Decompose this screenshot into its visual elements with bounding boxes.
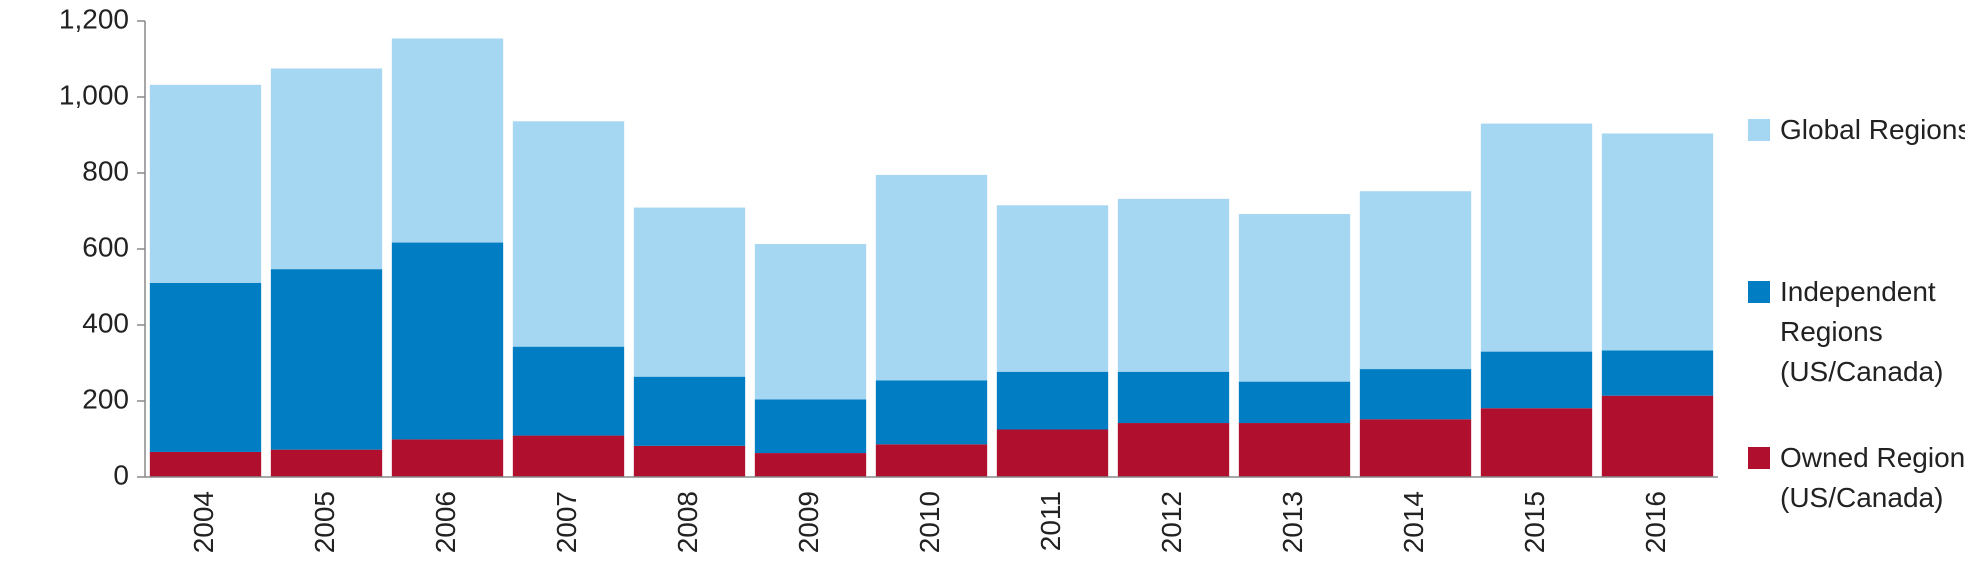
bar-segment: [270, 68, 383, 270]
bar-segment: [512, 346, 625, 436]
legend-label: Independent Regions (US/Canada): [1780, 276, 1944, 387]
x-tick-label: 2004: [188, 491, 219, 553]
bar-segment: [270, 449, 383, 477]
bar-segment: [1238, 423, 1351, 477]
bar-segment: [149, 451, 262, 477]
bar-segment: [391, 242, 504, 440]
bar-segment: [1238, 214, 1351, 382]
legend-item: Independent Regions (US/Canada): [1748, 272, 1965, 392]
y-tick-label: 0: [113, 459, 129, 490]
bar-segment: [754, 399, 867, 454]
bar-segment: [391, 38, 504, 243]
x-tick-label: 2012: [1156, 491, 1187, 553]
x-tick-label: 2005: [309, 491, 340, 553]
bar-segment: [149, 282, 262, 452]
bar-segment: [754, 453, 867, 477]
x-tick-label: 2013: [1277, 491, 1308, 553]
bar-segment: [633, 376, 746, 446]
legend-label: Owned Regions (US/Canada): [1780, 442, 1965, 513]
bar-segment: [996, 371, 1109, 430]
y-tick-label: 200: [82, 383, 129, 414]
bar-segment: [1480, 351, 1593, 409]
y-tick-label: 400: [82, 307, 129, 338]
bar-segment: [1238, 381, 1351, 424]
bar-segment: [1117, 423, 1230, 477]
bar-segment: [512, 121, 625, 347]
bar-segment: [270, 269, 383, 450]
x-tick-label: 2010: [914, 491, 945, 553]
y-tick-label: 1,000: [59, 79, 129, 110]
x-tick-label: 2011: [1035, 491, 1066, 551]
x-tick-label: 2015: [1519, 491, 1550, 553]
bar-segment: [754, 244, 867, 400]
bar-segment: [1601, 350, 1714, 396]
bar-segment: [149, 84, 262, 283]
x-tick-label: 2007: [551, 491, 582, 553]
bar-segment: [875, 444, 988, 477]
legend-item: Global Regions: [1748, 110, 1965, 150]
legend-swatch: [1748, 281, 1770, 303]
x-tick-label: 2006: [430, 491, 461, 553]
x-tick-label: 2009: [793, 491, 824, 553]
bar-segment: [391, 439, 504, 477]
legend-swatch: [1748, 119, 1770, 141]
bar-segment: [1480, 123, 1593, 352]
bar-segment: [1359, 419, 1472, 477]
x-tick-label: 2016: [1640, 491, 1671, 553]
x-tick-label: 2014: [1398, 491, 1429, 553]
x-tick-label: 2008: [672, 491, 703, 553]
bar-segment: [512, 435, 625, 477]
bar-segment: [1117, 371, 1230, 424]
legend-item: Owned Regions (US/Canada): [1748, 438, 1965, 518]
y-tick-label: 1,200: [59, 3, 129, 34]
y-tick-label: 800: [82, 155, 129, 186]
bar-segment: [633, 207, 746, 377]
legend-swatch: [1748, 447, 1770, 469]
bar-segment: [1480, 408, 1593, 477]
bar-segment: [1359, 191, 1472, 370]
bar-segment: [875, 380, 988, 445]
y-tick-label: 600: [82, 231, 129, 262]
bar-segment: [633, 445, 746, 477]
bar-segment: [1601, 133, 1714, 351]
bar-segment: [996, 205, 1109, 372]
bar-segment: [1117, 198, 1230, 372]
legend-label: Global Regions: [1780, 114, 1965, 145]
bar-segment: [1601, 395, 1714, 477]
bar-segment: [996, 429, 1109, 477]
bar-segment: [1359, 369, 1472, 420]
bar-segment: [875, 174, 988, 381]
